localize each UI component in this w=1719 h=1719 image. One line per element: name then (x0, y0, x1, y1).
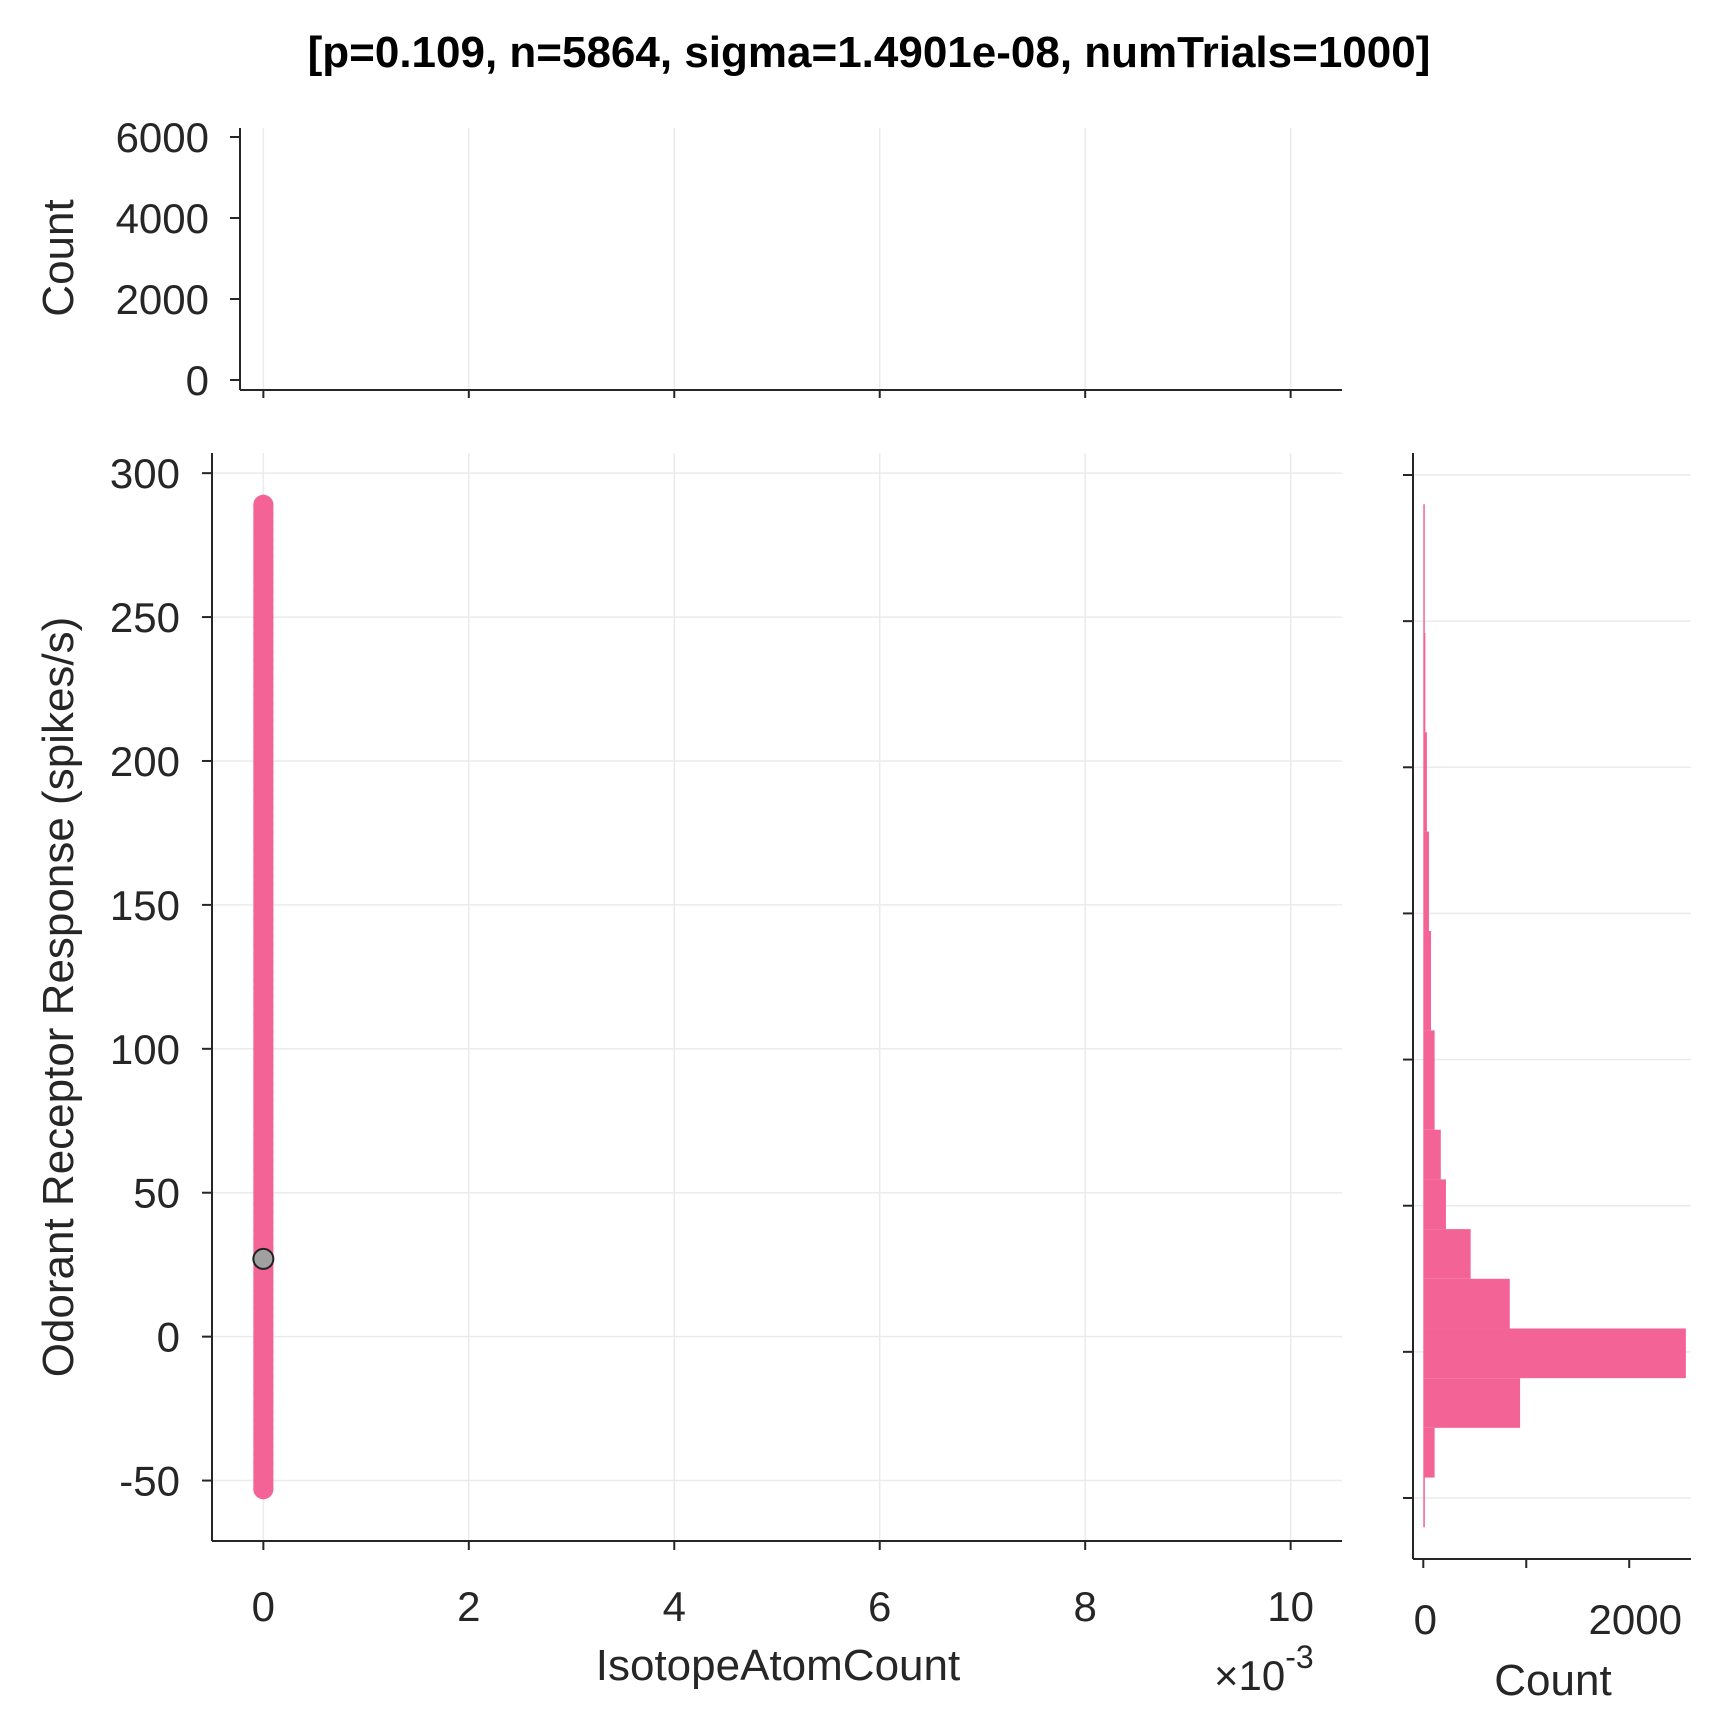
histogram-bar (1423, 504, 1425, 633)
main-gridlines (212, 453, 1342, 1541)
histogram-bar (1423, 831, 1429, 931)
main-y-tick-label: 300 (110, 450, 180, 497)
top-y-tick-label: 4000 (116, 195, 209, 242)
main-y-tick-label: 0 (157, 1314, 180, 1361)
main-scatter-panel: 0 2 4 6 8 10 300 250 200 150 100 50 0 -50 IsotopeAtom… (34, 450, 1342, 1699)
median-point (252, 1247, 275, 1270)
histogram-bar (1423, 1229, 1471, 1279)
histogram-bar (1423, 732, 1427, 832)
main-x-tick-label: 4 (663, 1583, 686, 1630)
top-y-ticks: 0 2000 4000 6000 (116, 114, 1292, 404)
histogram-bar (1423, 930, 1432, 1031)
right-x-tick-label: 0 (1414, 1596, 1437, 1643)
chart-title: [p=0.109, n=5864, sigma=1.4901e-08, numT… (308, 28, 1431, 77)
x-exponent-base: ×10 (1214, 1652, 1285, 1699)
top-y-tick-label: 6000 (116, 114, 209, 161)
histogram-bar (1423, 1427, 1435, 1478)
main-y-tick-label: 150 (110, 882, 180, 929)
main-y-axis-label: Odorant Receptor Response (spikes/s) (34, 617, 83, 1378)
right-histogram-panel: 0 2000 Count (1403, 453, 1691, 1705)
histogram-bar (1423, 1278, 1510, 1329)
right-x-tick-label: 2000 (1589, 1596, 1682, 1643)
main-x-tick-label: 0 (252, 1583, 275, 1630)
main-y-tick-label: 50 (133, 1170, 180, 1217)
main-axis-ticks: 0 2 4 6 8 10 300 250 200 150 100 50 0 -50 (110, 450, 1314, 1630)
top-y-axis-label: Count (34, 199, 83, 316)
main-x-tick-label: 6 (868, 1583, 891, 1630)
main-x-tick-label: 8 (1074, 1583, 1097, 1630)
histogram-bar (1423, 1477, 1425, 1528)
histogram-bar (1423, 1328, 1686, 1379)
histogram-bar (1423, 1129, 1441, 1180)
main-y-tick-label: 200 (110, 738, 180, 785)
top-gridlines (262, 128, 1292, 390)
x-exponent-label: ×10-3 (1214, 1639, 1314, 1699)
main-x-axis-label: IsotopeAtomCount (596, 1641, 960, 1690)
histogram-bar (1423, 632, 1426, 733)
top-histogram-panel: 0 2000 4000 6000 Count (34, 114, 1342, 404)
main-x-tick-label: 10 (1267, 1583, 1314, 1630)
histogram-bar (1423, 1030, 1435, 1130)
x-exponent-power: -3 (1285, 1639, 1313, 1675)
histogram-bar (1423, 1378, 1521, 1428)
histogram-bar (1423, 1179, 1446, 1230)
main-y-tick-label: 100 (110, 1026, 180, 1073)
main-y-tick-label: 250 (110, 594, 180, 641)
main-x-tick-label: 2 (457, 1583, 480, 1630)
scatter-point (253, 494, 274, 515)
right-histogram-bars (1423, 504, 1686, 1528)
top-y-tick-label: 0 (186, 357, 209, 404)
scatter-points (252, 494, 275, 1500)
right-x-axis-label: Count (1494, 1656, 1611, 1705)
top-y-tick-label: 2000 (116, 276, 209, 323)
main-y-tick-label: -50 (119, 1458, 180, 1505)
right-axis-ticks: 0 2000 (1403, 474, 1682, 1643)
